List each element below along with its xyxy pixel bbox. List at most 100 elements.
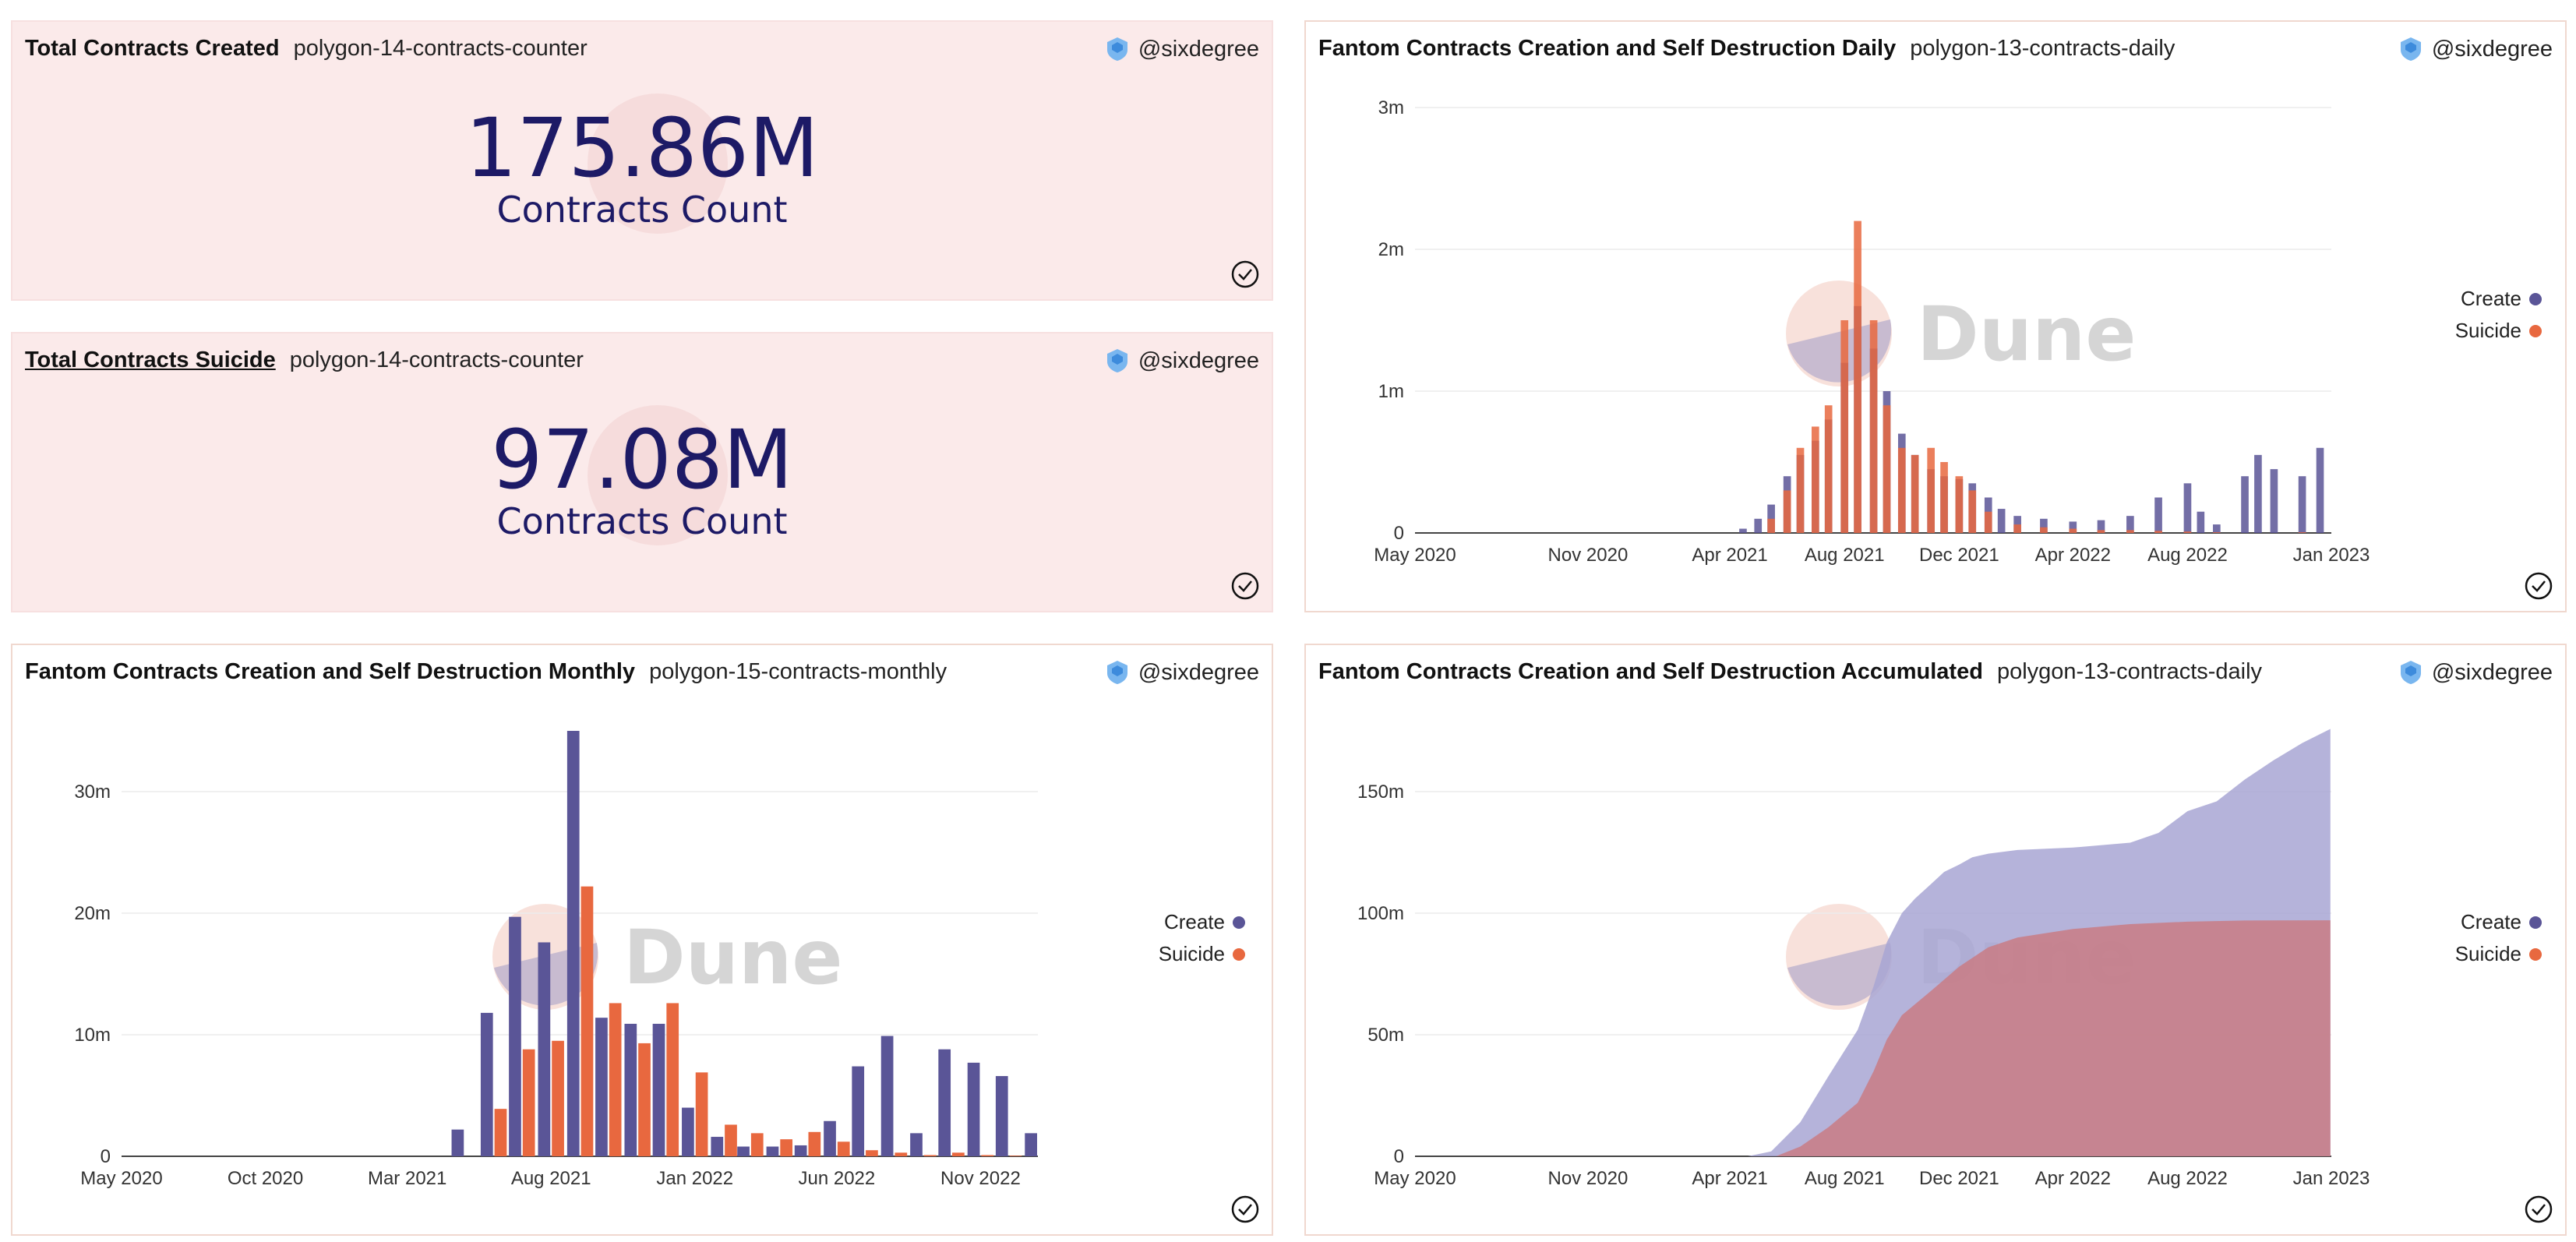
x-tick-label: Aug 2021 [511, 1168, 591, 1189]
x-tick-label: Jun 2022 [799, 1168, 876, 1189]
bar-create [2197, 511, 2205, 533]
y-tick-label: 0 [1394, 1146, 1404, 1167]
bar-suicide [1854, 221, 1861, 533]
x-tick-label: Aug 2022 [2147, 545, 2228, 566]
bar-create [682, 1107, 694, 1156]
bar-suicide [2069, 528, 2077, 533]
background-logo [588, 94, 728, 234]
bar-suicide [725, 1124, 737, 1156]
bar-suicide [895, 1152, 908, 1156]
bar-suicide [923, 1155, 937, 1156]
legend-label: Suicide [2454, 942, 2521, 965]
legend-swatch-create [1233, 916, 1245, 929]
bar-create [2316, 447, 2324, 533]
legend-label: Create [1163, 910, 1225, 933]
bar-create [880, 1036, 894, 1156]
author-avatar-icon [1106, 349, 1127, 372]
x-tick-label: Nov 2020 [1548, 1168, 1629, 1189]
bar-create [967, 1062, 980, 1156]
author-avatar-icon [1106, 37, 1127, 61]
legend-swatch-suicide [2529, 324, 2542, 337]
legend-swatch-create [2529, 292, 2542, 305]
panel-title-text[interactable]: Fantom Contracts Creation and Self Destr… [1318, 36, 1897, 61]
x-tick-label: May 2020 [80, 1168, 162, 1189]
bar-suicide [981, 1155, 994, 1156]
bar-create [2241, 476, 2249, 533]
y-tick-label: 10m [74, 1025, 111, 1046]
y-tick-label: 30m [74, 782, 111, 803]
bar-create [1739, 528, 1747, 533]
legend-label: Create [2460, 910, 2521, 933]
author[interactable]: @sixdegree [1104, 659, 1259, 686]
query-name[interactable]: polygon-15-contracts-monthly [649, 659, 947, 684]
author-name[interactable]: @sixdegree [2431, 36, 2553, 62]
check-circle-icon[interactable] [1230, 570, 1261, 602]
x-tick-label: Apr 2022 [2035, 1168, 2111, 1189]
bar-suicide [552, 1040, 564, 1156]
author[interactable]: @sixdegree [2398, 36, 2553, 62]
panel-title-text[interactable]: Fantom Contracts Creation and Self Destr… [25, 659, 636, 684]
bar-suicide [1767, 518, 1775, 533]
bar-create [766, 1146, 779, 1156]
legend-item-suicide[interactable]: Suicide [2455, 942, 2542, 966]
legend-item-suicide[interactable]: Suicide [2455, 319, 2542, 343]
author-name[interactable]: @sixdegree [1138, 36, 1259, 62]
bar-create [852, 1066, 865, 1156]
bar-suicide [1940, 462, 1948, 533]
author[interactable]: @sixdegree [1104, 348, 1259, 374]
bar-suicide [2183, 531, 2192, 533]
legend-label: Suicide [2454, 319, 2521, 342]
bar-create [2183, 483, 2192, 533]
y-tick-label: 50m [1367, 1025, 1404, 1046]
y-tick-label: 2m [1378, 239, 1404, 260]
author-name[interactable]: @sixdegree [1138, 348, 1259, 373]
panel-title-text[interactable]: Total Contracts Created [25, 36, 280, 61]
query-name[interactable]: polygon-14-contracts-counter [293, 36, 588, 61]
bar-create [652, 1023, 665, 1156]
legend-item-create[interactable]: Create [2455, 910, 2542, 934]
author[interactable]: @sixdegree [1104, 36, 1259, 62]
x-tick-label: May 2020 [1374, 545, 1456, 566]
query-name[interactable]: polygon-14-contracts-counter [289, 348, 584, 372]
legend-label: Create [2460, 287, 2521, 310]
check-circle-icon[interactable] [1230, 259, 1261, 290]
x-tick-label: Dec 2021 [1919, 1168, 1999, 1189]
counter-value: 97.08M [491, 412, 793, 507]
panel-title-text[interactable]: Total Contracts Suicide [25, 348, 276, 372]
check-circle-icon[interactable] [2523, 1194, 2554, 1225]
legend-item-create[interactable]: Create [2455, 287, 2542, 311]
panel-title-text[interactable]: Fantom Contracts Creation and Self Destr… [1318, 659, 1983, 684]
bar-suicide [1883, 405, 1891, 533]
x-tick-label: Mar 2021 [368, 1168, 446, 1189]
panel-title: Fantom Contracts Creation and Self Destr… [25, 659, 947, 685]
query-name[interactable]: polygon-13-contracts-daily [1996, 659, 2263, 684]
bar-suicide [1811, 426, 1819, 533]
counter-label: Contracts Count [496, 500, 788, 542]
legend-item-create[interactable]: Create [1159, 910, 1245, 934]
x-tick-label: Apr 2021 [1692, 545, 1767, 566]
author[interactable]: @sixdegree [2398, 659, 2553, 686]
bar-create [624, 1023, 637, 1156]
bar-create [1997, 509, 2006, 533]
bar-create [995, 1076, 1008, 1156]
author-name[interactable]: @sixdegree [1138, 659, 1259, 685]
legend-item-suicide[interactable]: Suicide [1159, 942, 1245, 966]
counter-label: Contracts Count [496, 189, 788, 231]
bar-create [2154, 497, 2162, 533]
query-name[interactable]: polygon-13-contracts-daily [1910, 36, 2175, 61]
check-circle-icon[interactable] [1230, 1194, 1261, 1225]
y-tick-label: 3m [1378, 97, 1404, 118]
y-tick-label: 0 [1394, 523, 1404, 544]
bar-suicide [2126, 530, 2134, 533]
y-tick-label: 100m [1357, 903, 1404, 924]
author-name[interactable]: @sixdegree [2431, 659, 2553, 685]
legend-label: Suicide [1158, 942, 1225, 965]
bar-suicide [2154, 531, 2162, 533]
bar-suicide [1824, 405, 1833, 533]
check-circle-icon[interactable] [2523, 570, 2554, 602]
bar-create [2213, 524, 2221, 533]
watermark-logo-icon [1787, 319, 1892, 383]
x-tick-label: Aug 2021 [1805, 1168, 1885, 1189]
area-suicide [1415, 920, 2331, 1156]
